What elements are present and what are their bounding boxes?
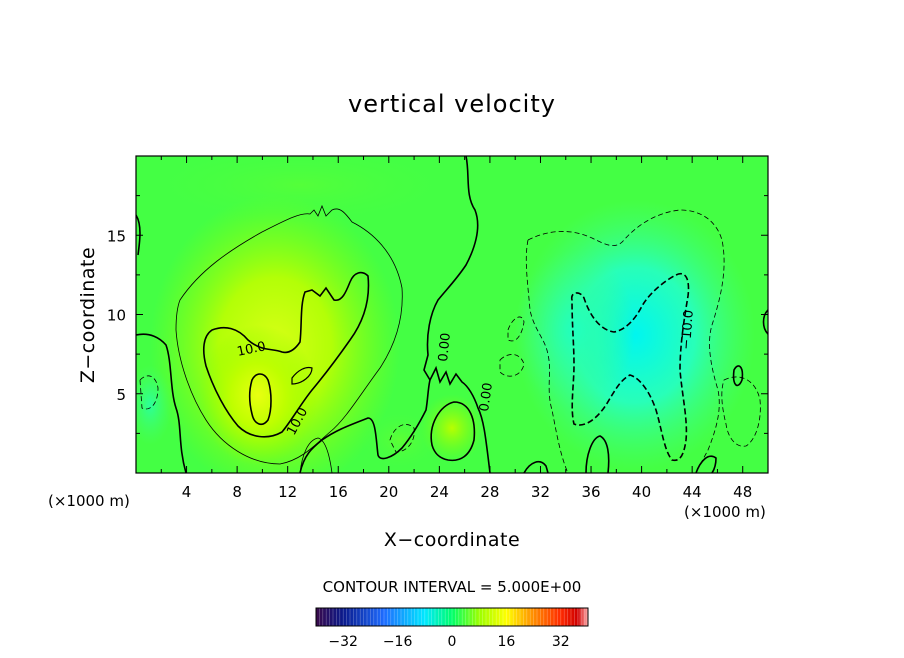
weak-shading-bottom <box>360 410 440 470</box>
colorbar-stripes <box>319 608 585 626</box>
contour-plus5 <box>175 204 403 465</box>
colorbar-tick-label: 32 <box>552 634 570 650</box>
colorbar: −32 −16 0 16 32 <box>315 607 589 650</box>
x-tick-label: 20 <box>379 483 398 501</box>
colorbar-tick-label: 16 <box>497 634 515 650</box>
chart-title: vertical velocity <box>348 90 556 118</box>
contour-interval-label: CONTOUR INTERVAL = 5.000E+00 <box>323 578 582 596</box>
y-tick-label: 15 <box>107 227 126 245</box>
x-tick-label: 36 <box>581 483 600 501</box>
weak-shading-left <box>136 365 172 445</box>
contour-plus5-small <box>299 437 333 473</box>
contour-label-1: 10.0 <box>236 339 267 360</box>
x-tick-label: 4 <box>182 483 192 501</box>
contour-zero-left-top <box>136 214 141 256</box>
updraft-shading-core <box>198 325 318 465</box>
contour-label-5: −10.0 <box>679 309 697 350</box>
colorbar-gradient <box>316 608 588 626</box>
y-tick-label: 5 <box>116 386 126 404</box>
x-tick-label: 12 <box>278 483 297 501</box>
colorbar-ticks: −32 −16 0 16 32 <box>328 634 569 650</box>
contour-minus5-loop-b <box>499 354 525 377</box>
x-tick-label: 48 <box>733 483 752 501</box>
colorbar-tick-label: 0 <box>448 634 457 650</box>
contour-lines <box>136 156 768 473</box>
contour-minus5-right <box>721 376 761 447</box>
y-axis: 5 10 15 <box>107 195 768 434</box>
x-unit-label: (×1000 m) <box>684 503 766 521</box>
x-tick-label: 16 <box>329 483 348 501</box>
contour-small-loop <box>291 366 313 385</box>
contour-minus5-loop-a <box>507 316 525 342</box>
contour-zero-divider <box>423 156 491 473</box>
contour-small-updraft <box>430 401 476 462</box>
x-tick-label: 24 <box>430 483 449 501</box>
colorbar-tick-label: −16 <box>383 634 413 650</box>
x-axis: 4 8 12 16 20 24 28 32 36 40 44 48 <box>160 156 752 501</box>
contour-zero-right-edge <box>762 309 768 335</box>
weak-shading-top <box>140 156 460 225</box>
velocity-field <box>136 156 768 473</box>
contour-plus15 <box>248 373 272 426</box>
contour-label-4: 0.00 <box>477 382 496 413</box>
contour-minus5-left <box>525 239 569 473</box>
contour-plus10 <box>202 271 370 438</box>
contour-minus10 <box>570 273 690 462</box>
x-tick-label: 40 <box>632 483 651 501</box>
y-axis-label: Z−coordinate <box>77 247 99 383</box>
colorbar-tick-label: −32 <box>328 634 358 650</box>
y-tick-label: 10 <box>107 307 126 325</box>
contour-minus5-main <box>527 209 725 466</box>
x-tick-label: 8 <box>232 483 242 501</box>
contour-minus5-loop-c <box>389 424 415 453</box>
contour-zero-right-loop <box>732 365 744 387</box>
x-tick-label: 44 <box>683 483 702 501</box>
x-tick-label: 32 <box>531 483 550 501</box>
contour-zero-bottom-a <box>585 435 610 473</box>
x-axis-label: X−coordinate <box>384 529 520 551</box>
contour-zero-left <box>136 333 187 473</box>
contour-zero-bottom-b <box>695 455 717 473</box>
contour-minus5-loop-d <box>139 375 159 410</box>
contour-label-3: 0.00 <box>436 332 454 362</box>
colorbar-frame <box>315 607 589 627</box>
downdraft-shading-left <box>515 250 635 410</box>
z-unit-label: (×1000 m) <box>48 492 130 510</box>
contour-zero-bottom-c <box>523 461 549 473</box>
x-tick-label: 28 <box>480 483 499 501</box>
